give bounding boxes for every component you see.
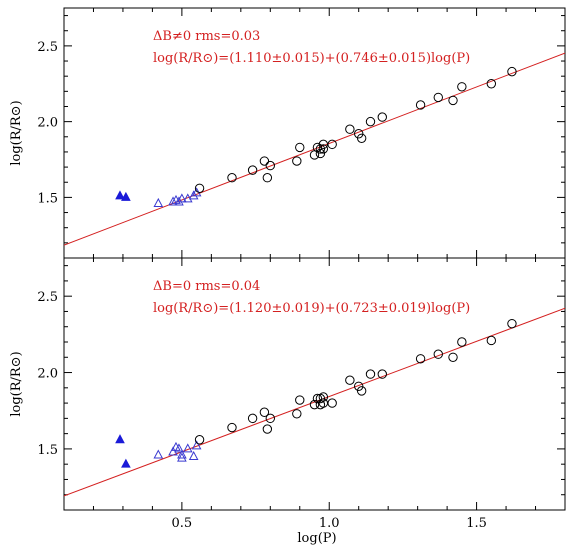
data-point-circle — [265, 413, 275, 424]
data-point-circle — [309, 399, 320, 410]
y-tick-label: 2.5 — [37, 40, 58, 55]
data-point-circle — [356, 133, 367, 144]
data-point-open-triangle — [174, 443, 184, 453]
data-point-circle — [365, 369, 376, 379]
data-point-circle — [354, 129, 364, 139]
data-point-circle — [507, 66, 517, 77]
data-point-circle — [433, 349, 443, 359]
y-tick-label: 2.0 — [37, 116, 58, 131]
data-point-circle — [486, 335, 497, 346]
x-tick-label: 1.0 — [319, 516, 340, 531]
data-point-open-triangle — [177, 452, 187, 462]
data-point-filled-triangle — [121, 191, 131, 201]
data-point-circle — [448, 95, 458, 106]
y-axis-label: log(R/R⊙) — [9, 100, 24, 165]
rms-annotation: ΔB=0 rms=0.04 — [153, 279, 260, 294]
data-point-circle — [295, 142, 305, 153]
x-axis-label: log(P) — [297, 531, 336, 546]
data-point-open-triangle — [177, 193, 187, 203]
data-point-circle — [318, 144, 329, 154]
data-point-circle — [327, 398, 337, 408]
data-point-circle — [327, 139, 337, 150]
data-point-open-triangle — [188, 190, 199, 200]
data-point-circle — [227, 172, 237, 183]
data-point-circle — [247, 413, 258, 424]
plot-frame — [63, 257, 566, 511]
fit-line — [64, 52, 565, 246]
data-point-circle — [194, 435, 205, 445]
bottom-panel: 1.5 2.0 2.5 0.5 1.0 1.5 log(R/R⊙) ΔB=0 rms=0.04… — [9, 257, 566, 531]
data-point-circle — [345, 375, 355, 385]
data-point-open-triangle — [174, 196, 184, 206]
plot-frame — [63, 7, 566, 259]
data-point-circle — [318, 392, 329, 402]
data-point-circle — [315, 148, 326, 159]
data-point-circle — [259, 156, 270, 166]
data-point-open-triangle — [153, 449, 164, 459]
data-point-circle — [259, 407, 270, 417]
rms-annotation: ΔB≠0 rms=0.03 — [153, 29, 260, 44]
data-point-circle — [457, 337, 467, 347]
data-point-circle — [262, 172, 273, 183]
data-point-filled-triangle — [115, 190, 125, 200]
data-point-circle — [356, 386, 367, 396]
y-tick-label: 2.5 — [37, 290, 58, 305]
fit-equation-annotation: log(R/R⊙)=(1.120±0.019)+(0.723±0.019)log… — [153, 301, 470, 316]
data-point-circle — [433, 92, 443, 103]
top-panel: 1.5 2.0 2.5 log(R/R⊙) ΔB≠0 rms=0.03 log(R/R⊙)… — [9, 7, 566, 259]
data-point-open-triangle — [177, 449, 187, 459]
data-point-circle — [365, 116, 376, 127]
x-tick-label: 0.5 — [172, 516, 193, 531]
data-point-circle — [315, 144, 326, 154]
data-point-circle — [312, 393, 323, 404]
data-point-circle — [507, 318, 517, 329]
data-point-circle — [486, 79, 497, 89]
data-point-open-triangle — [182, 443, 193, 453]
data-point-circle — [345, 124, 355, 134]
data-point-open-triangle — [168, 196, 178, 206]
data-point-circle — [295, 395, 305, 405]
y-tick-label: 2.0 — [37, 367, 58, 382]
data-point-circle — [247, 165, 258, 175]
data-point-circle — [377, 112, 387, 122]
y-tick-label: 1.5 — [37, 191, 58, 206]
data-point-circle — [448, 352, 458, 362]
data-point-circle — [262, 424, 273, 434]
data-point-circle — [227, 422, 237, 433]
data-point-open-triangle — [153, 197, 164, 207]
data-point-circle — [415, 100, 426, 110]
data-point-filled-triangle — [115, 434, 125, 444]
x-tick-label: 1.5 — [466, 516, 487, 531]
y-axis-label: log(R/R⊙) — [9, 351, 24, 416]
data-point-circle — [265, 160, 275, 171]
data-point-circle — [194, 183, 205, 194]
data-point-filled-triangle — [121, 458, 131, 468]
data-point-circle — [457, 82, 467, 92]
data-point-open-triangle — [188, 450, 199, 461]
data-point-circle — [354, 381, 364, 391]
data-point-circle — [292, 156, 302, 166]
data-point-circle — [377, 369, 387, 379]
data-point-open-triangle — [191, 440, 202, 450]
fit-equation-annotation: log(R/R⊙)=(1.110±0.015)+(0.746±0.015)log… — [153, 51, 470, 66]
data-point-circle — [292, 409, 302, 419]
y-tick-label: 1.5 — [37, 443, 58, 458]
data-point-circle — [415, 354, 426, 364]
